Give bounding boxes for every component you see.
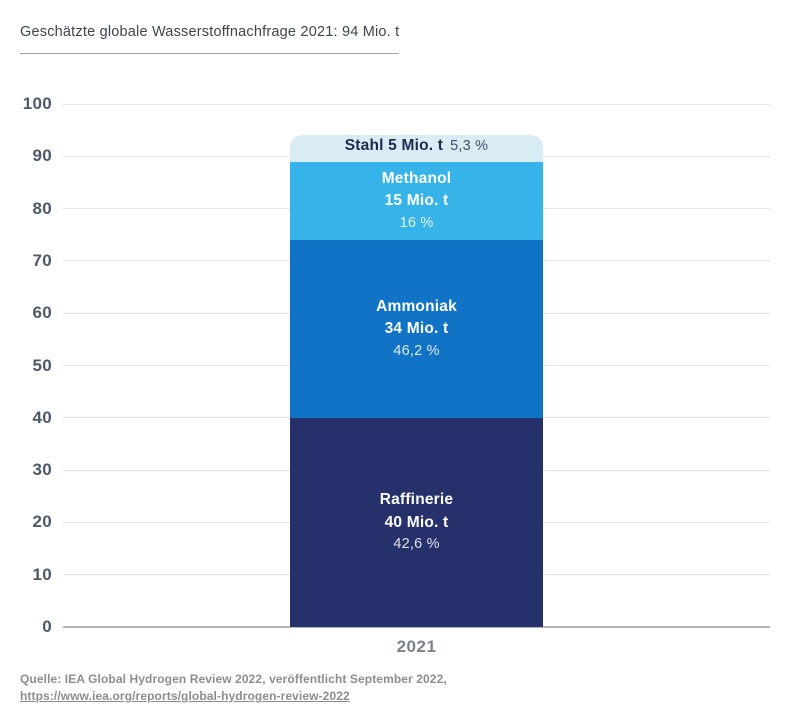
y-tick-label-70: 70 (32, 250, 52, 270)
bar-segment-stahl: Stahl 5 Mio. t 5,3 % (290, 135, 543, 162)
source-link[interactable]: https://www.iea.org/reports/global-hydro… (20, 689, 350, 704)
segment-label: Ammoniak (376, 297, 457, 315)
bar-segment-ammoniak: Ammoniak 34 Mio. t 46,2 % (290, 239, 543, 418)
y-tick-label-20: 20 (32, 512, 52, 532)
segment-amount: 34 Mio. t (384, 320, 449, 338)
segment-amount: 40 Mio. t (384, 513, 449, 531)
y-tick-label-60: 60 (32, 303, 52, 323)
y-tick-label-50: 50 (32, 355, 52, 375)
y-tick-label-100: 100 (22, 94, 52, 113)
source-note: Quelle: IEA Global Hydrogen Review 2022,… (20, 671, 447, 705)
segment-amount: 15 Mio. t (384, 192, 449, 210)
y-tick-label-40: 40 (32, 407, 52, 427)
segment-percent: 42,6 % (393, 536, 440, 553)
bar-segment-raffinerie: Raffinerie 40 Mio. t 42,6 % (290, 417, 543, 627)
y-tick-label-80: 80 (32, 198, 52, 218)
y-tick-label-10: 10 (32, 564, 52, 584)
y-tick-label-90: 90 (32, 146, 52, 166)
source-text: Quelle: IEA Global Hydrogen Review 2022,… (20, 672, 447, 686)
stacked-bar-2021: Stahl 5 Mio. t 5,3 % Methanol 15 Mio. t 16 %… (290, 135, 543, 627)
gridline-100 (63, 103, 770, 105)
segment-percent: 46,2 % (393, 342, 440, 359)
segment-percent: 5,3 % (450, 138, 489, 155)
x-axis-label: 2021 (396, 637, 437, 656)
y-tick-label-30: 30 (32, 460, 52, 480)
segment-label: Methanol (381, 169, 452, 187)
segment-label: Raffinerie (379, 491, 454, 509)
chart-title: Geschätzte globale Wasserstoffnachfrage … (20, 24, 400, 54)
bar-segment-methanol: Methanol 15 Mio. t 16 % (290, 161, 543, 240)
segment-percent: 16 % (399, 214, 434, 231)
y-tick-label-0: 0 (42, 617, 52, 636)
gridline-0 (63, 626, 770, 628)
segment-label: Stahl 5 Mio. t (344, 137, 444, 155)
